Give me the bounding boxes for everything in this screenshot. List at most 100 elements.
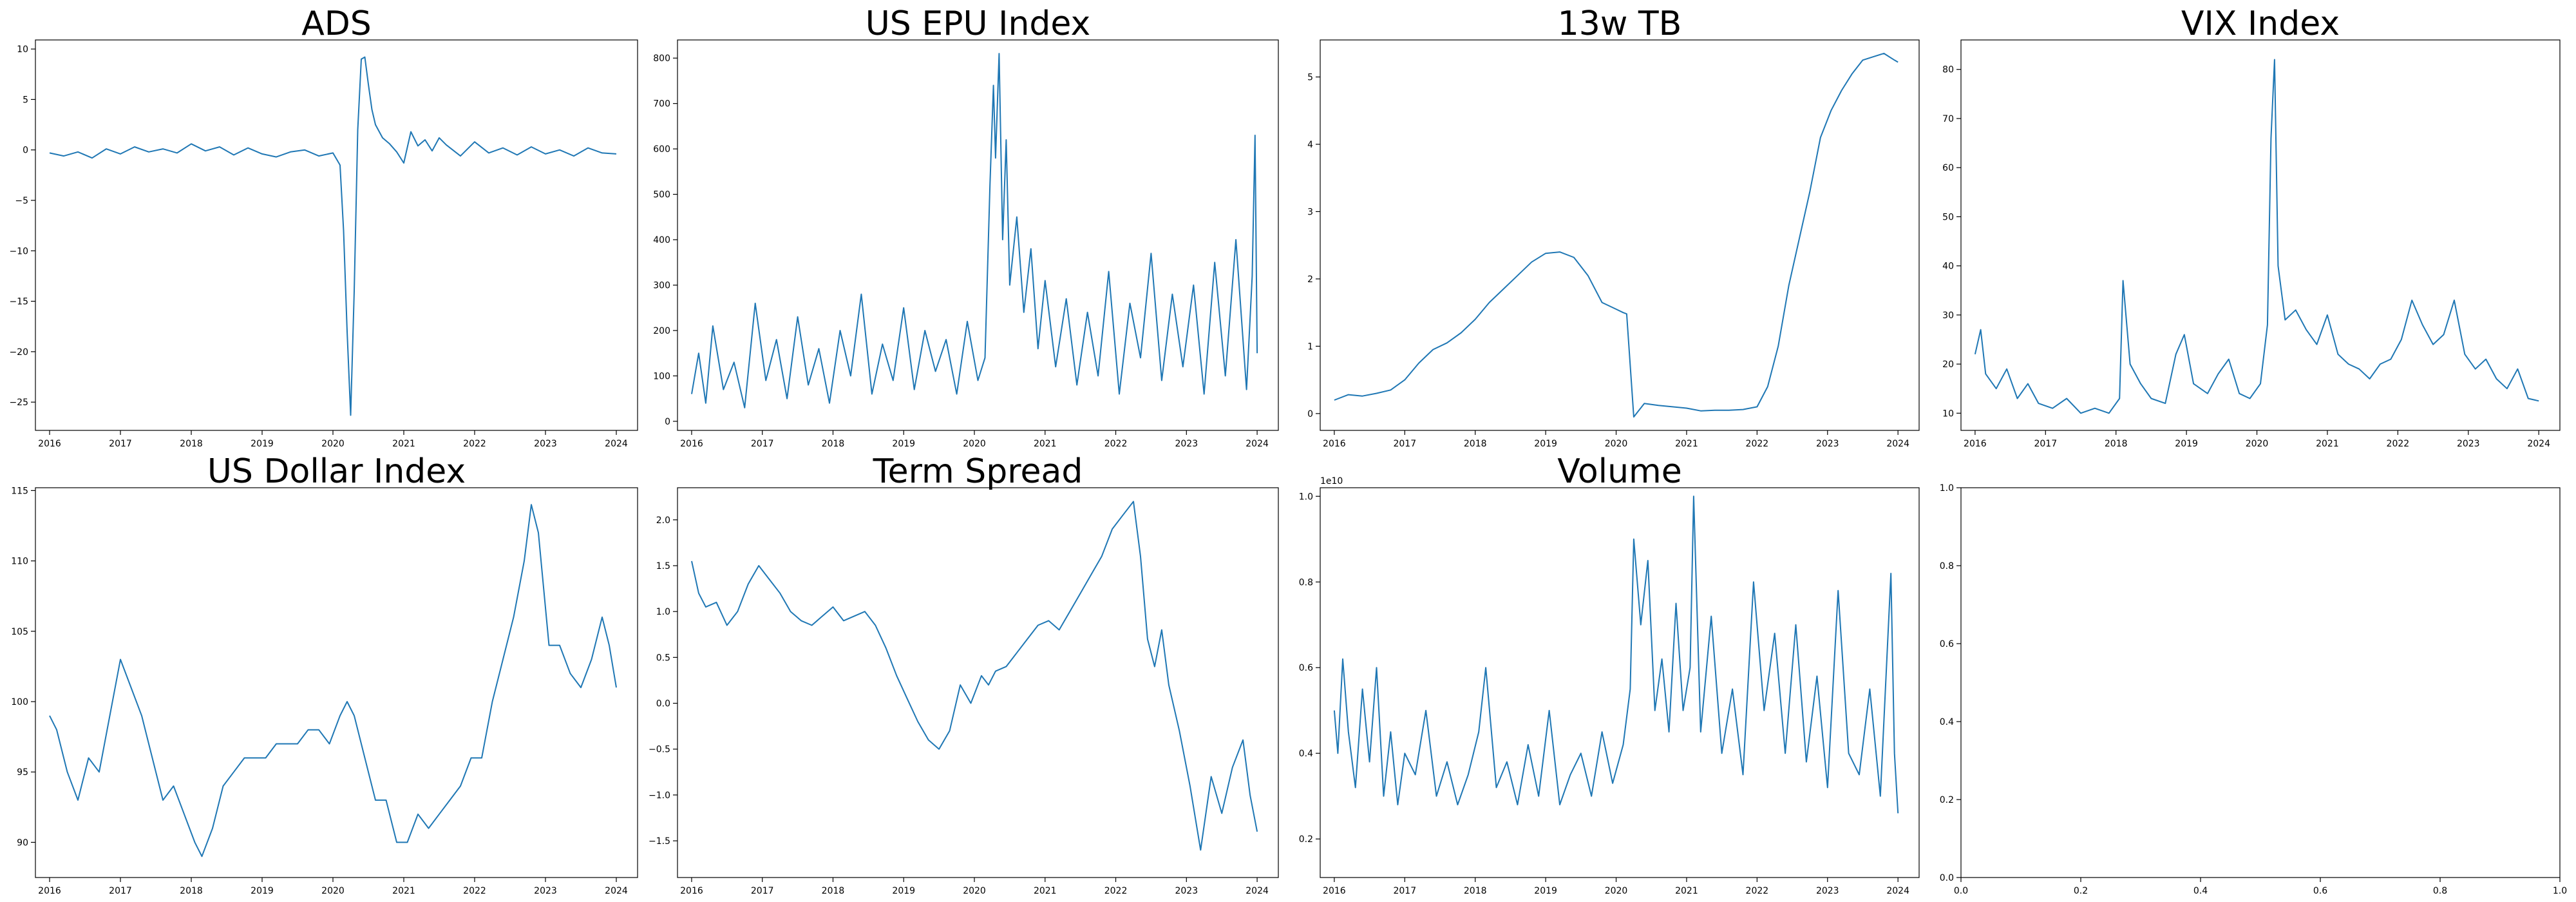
y-tick-label: 0 [1307,409,1313,419]
x-tick-label: 0.0 [1954,886,1968,896]
x-tick-label: 2023 [534,886,557,896]
y-tick-label: 0.4 [1299,749,1313,759]
subplot-8: 0.0 0.2 0.4 0.6 0.8 1.0 1.0 0.8 0.6 0.4 0.2 0.0 [1940,483,2567,896]
subplot-title: Term Spread [873,452,1083,491]
x-tick-label: 2019 [892,439,915,449]
x-tick-label: 2018 [1464,439,1487,449]
series-line [49,504,617,858]
series-line [1334,52,1899,418]
x-tick-label: 2017 [2034,439,2057,449]
axes-frame [1960,39,2561,431]
x-tick-label: 2023 [2457,439,2480,449]
y-tick-label: −5 [15,196,28,206]
y-tick-label: 0.5 [656,653,670,663]
y-tick-label: 300 [653,281,670,291]
x-tick-label: 2023 [534,439,557,449]
axes-frame [1320,487,1920,878]
y-tick-label: 70 [1942,114,1954,124]
y-tick-label: 10 [17,44,28,55]
x-tick-label: 2017 [751,886,774,896]
x-tick-label: 2016 [1323,886,1346,896]
y-tick-label: 0.4 [1940,717,1954,727]
y-tick-label: 1.0 [1940,483,1954,494]
x-tick-label: 2020 [2246,439,2269,449]
y-tick-label: −0.5 [649,745,670,755]
y-tick-label: −10 [9,246,28,256]
y-tick-label: 600 [653,144,670,155]
x-tick-label: 2017 [1393,439,1416,449]
x-tick-label: 2020 [1605,886,1628,896]
subplot-title: Volume [1557,452,1681,491]
x-tick-label: 2023 [1175,886,1198,896]
x-tick-label: 2024 [1886,886,1909,896]
x-tick-label: 2020 [963,439,986,449]
x-tick-label: 2021 [1675,886,1698,896]
y-tick-label: 30 [1942,311,1954,321]
subplot-7: Volume 2016 2017 2018 2019 2020 2021 2022 2023 20… [1299,452,1920,896]
y-tick-label: 0.0 [656,699,670,709]
axes-frame [677,39,1279,431]
x-tick-label: 2024 [605,439,628,449]
axes-frame [35,39,638,431]
x-tick-label: 2016 [680,439,703,449]
x-tick-label: 2024 [1245,886,1269,896]
y-tick-label: 50 [1942,212,1954,222]
y-tick-label: 5 [1307,72,1313,82]
x-tick-label: 2024 [1886,439,1909,449]
x-tick-label: 0.4 [2193,886,2208,896]
x-tick-label: 2019 [251,886,274,896]
subplot-1: ADS 2016 2017 2018 2019 2020 2021 2022 2023 2024 1… [9,5,638,449]
x-tick-label: 2024 [1245,439,1269,449]
y-tick-label: 20 [1942,360,1954,370]
x-tick-label: 2022 [463,886,486,896]
y-tick-label: 1.0 [1299,492,1313,502]
y-tick-label: 0.2 [1299,834,1313,845]
axes-frame [1960,487,2561,878]
x-tick-label: 2024 [2527,439,2550,449]
x-tick-label: 2021 [392,886,415,896]
x-tick-label: 2023 [1816,886,1839,896]
y-offset-label: 1e10 [1320,476,1343,486]
x-tick-label: 2022 [1746,439,1769,449]
y-tick-label: 0.8 [1940,561,1954,571]
y-tick-label: 200 [653,326,670,336]
y-tick-label: 10 [1942,408,1954,419]
subplot-title: ADS [301,5,372,43]
y-tick-label: 110 [11,557,28,567]
x-tick-label: 2016 [1323,439,1346,449]
y-tick-label: 80 [1942,65,1954,75]
x-tick-label: 2019 [1534,439,1557,449]
x-tick-label: 1.0 [2553,886,2567,896]
x-tick-label: 2017 [109,886,132,896]
y-tick-label: 3 [1307,207,1313,217]
x-tick-label: 2018 [822,439,845,449]
x-tick-label: 2023 [1816,439,1839,449]
y-tick-label: 0.2 [1940,795,1954,805]
y-tick-label: 0 [23,146,28,156]
y-tick-label: 400 [653,235,670,245]
axes-frame [35,487,638,878]
x-tick-label: 2019 [1534,886,1557,896]
y-tick-label: 2.0 [656,515,670,526]
y-tick-label: −1.5 [649,836,670,847]
x-tick-label: 2017 [109,439,132,449]
y-tick-label: 40 [1942,262,1954,272]
subplot-title: US Dollar Index [207,452,466,491]
axes-frame [1320,39,1920,431]
subplot-2: US EPU Index 2016 2017 2018 2019 2020 2021 2022… [653,5,1279,449]
x-tick-label: 2022 [1104,886,1128,896]
y-tick-label: 0.8 [1299,577,1313,588]
series-line [1333,495,1899,814]
x-tick-label: 2022 [1104,439,1128,449]
x-tick-label: 2021 [1675,439,1698,449]
x-tick-label: 2020 [321,439,345,449]
y-tick-label: 0.6 [1940,639,1954,649]
x-tick-label: 2023 [1175,439,1198,449]
y-tick-label: −20 [9,347,28,358]
subplot-6: Term Spread 2016 2017 2018 2019 2020 2021 2022 2… [649,452,1279,896]
x-tick-label: 2018 [822,886,845,896]
y-tick-label: 90 [17,838,28,848]
